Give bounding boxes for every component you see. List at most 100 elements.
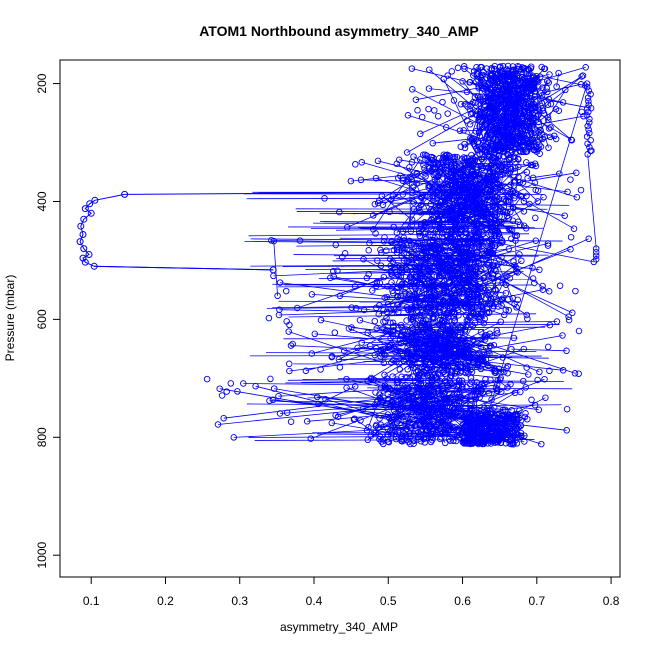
data-point: [453, 266, 461, 273]
data-point: [510, 258, 517, 265]
outlier-point: [81, 205, 89, 213]
data-point: [294, 304, 301, 312]
data-point: [416, 230, 423, 237]
data-point: [371, 200, 379, 208]
data-point: [429, 165, 436, 172]
data-point: [328, 419, 336, 427]
data-point: [487, 95, 495, 102]
data-point: [471, 425, 478, 432]
data-point: [592, 252, 600, 259]
data-point: [472, 153, 479, 161]
x-tick-label: 0.4: [306, 594, 323, 608]
data-point: [413, 294, 420, 302]
data-point: [469, 436, 476, 443]
data-point: [492, 240, 499, 247]
data-point: [567, 233, 575, 241]
data-point: [409, 86, 416, 93]
data-point: [497, 420, 505, 428]
data-point: [539, 84, 546, 91]
series-streak: [323, 221, 472, 224]
data-point: [409, 408, 417, 416]
x-axis-label: asymmetry_340_AMP: [280, 620, 398, 634]
data-point: [444, 72, 451, 79]
data-point: [442, 421, 449, 429]
data-point: [303, 418, 311, 425]
data-point: [491, 108, 499, 116]
data-point: [433, 273, 441, 280]
data-point: [449, 282, 457, 289]
data-point: [410, 183, 417, 190]
data-point: [579, 72, 587, 79]
data-point: [499, 144, 507, 152]
data-point: [282, 287, 290, 295]
data-point: [523, 311, 531, 319]
y-tick-label: 200: [35, 73, 49, 93]
data-point: [422, 173, 429, 180]
data-point: [492, 129, 499, 136]
data-point: [502, 435, 509, 442]
data-point: [334, 413, 342, 420]
data-point: [526, 78, 534, 85]
data-point: [493, 437, 500, 444]
data-point: [476, 383, 483, 391]
data-point: [504, 193, 511, 201]
data-point: [443, 184, 451, 191]
data-point: [472, 128, 480, 135]
data-point: [525, 371, 532, 378]
data-point: [517, 133, 524, 141]
data-point: [477, 343, 485, 351]
data-point: [564, 188, 571, 196]
chart-title: ATOM1 Northbound asymmetry_340_AMP: [199, 23, 479, 39]
data-point: [486, 330, 494, 337]
data-point: [429, 237, 437, 244]
data-point: [396, 347, 404, 355]
y-tick-label: 800: [35, 427, 49, 447]
data-point: [401, 246, 408, 253]
data-point: [450, 437, 457, 444]
data-point: [442, 329, 450, 337]
data-point: [363, 274, 371, 282]
data-point: [467, 307, 475, 315]
data-point: [586, 119, 593, 126]
y-tick-label: 600: [35, 309, 49, 329]
data-point: [468, 151, 475, 159]
data-point: [568, 136, 576, 144]
data-point: [540, 193, 547, 201]
data-point: [406, 282, 414, 290]
data-point: [414, 107, 421, 114]
data-point: [469, 178, 477, 186]
data-point: [509, 294, 516, 302]
data-point: [443, 152, 450, 159]
data-point: [448, 414, 456, 421]
data-point: [478, 155, 485, 163]
data-point: [478, 419, 485, 426]
series-streak: [293, 363, 474, 366]
x-tick-label: 0.1: [83, 594, 100, 608]
data-point: [430, 171, 437, 179]
data-point: [472, 263, 479, 270]
data-point: [413, 279, 421, 286]
data-point: [456, 391, 463, 398]
data-point: [469, 348, 477, 356]
data-point: [408, 176, 415, 183]
data-point: [545, 125, 553, 132]
data-point: [374, 397, 381, 405]
data-point: [463, 321, 470, 329]
data-point: [455, 240, 463, 248]
data-point: [336, 292, 344, 300]
data-point: [452, 258, 459, 265]
data-point: [592, 245, 600, 252]
data-point: [517, 388, 524, 396]
series-streak: [282, 265, 480, 268]
data-point: [438, 434, 445, 441]
data-point: [407, 313, 415, 321]
data-point: [437, 427, 444, 434]
data-point: [413, 265, 420, 273]
data-point: [469, 336, 477, 343]
data-point: [520, 345, 528, 353]
data-point: [405, 294, 412, 301]
data-point: [509, 217, 517, 224]
data-point: [387, 335, 394, 342]
data-point: [575, 327, 583, 335]
data-point: [511, 179, 519, 186]
